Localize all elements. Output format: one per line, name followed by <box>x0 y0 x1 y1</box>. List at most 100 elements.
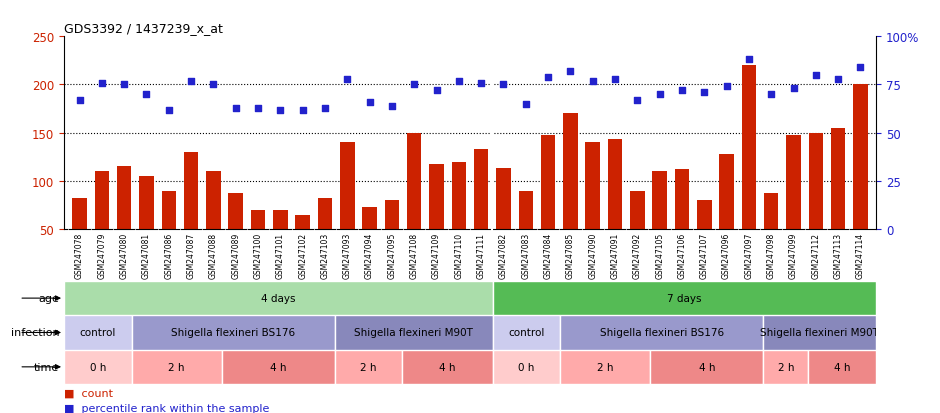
Bar <box>540 135 556 278</box>
Bar <box>228 193 243 278</box>
Point <box>742 57 757 64</box>
Bar <box>402 350 493 384</box>
Text: control: control <box>80 328 116 338</box>
Bar <box>184 153 198 278</box>
Text: GSM247101: GSM247101 <box>275 232 285 278</box>
Point <box>251 105 266 112</box>
Text: 2 h: 2 h <box>168 362 185 372</box>
Point <box>763 92 778 98</box>
Bar <box>72 199 86 278</box>
Text: 2 h: 2 h <box>360 362 377 372</box>
Bar <box>763 316 876 350</box>
Point <box>228 105 243 112</box>
Text: 4 h: 4 h <box>270 362 287 372</box>
Bar <box>652 172 666 278</box>
Bar <box>563 114 578 278</box>
Bar <box>206 172 221 278</box>
Text: GSM247095: GSM247095 <box>387 232 397 278</box>
Bar <box>64 281 493 316</box>
Point <box>451 78 466 85</box>
Text: Shigella flexineri BS176: Shigella flexineri BS176 <box>600 328 724 338</box>
Text: GSM247098: GSM247098 <box>767 232 776 278</box>
Bar <box>764 193 778 278</box>
Point <box>206 82 221 89</box>
Text: control: control <box>509 328 544 338</box>
Point <box>318 105 333 112</box>
Text: GSM247084: GSM247084 <box>543 232 553 278</box>
Bar <box>64 316 132 350</box>
Text: Shigella flexineri BS176: Shigella flexineri BS176 <box>171 328 295 338</box>
Point <box>786 86 801 93</box>
Bar <box>95 172 109 278</box>
Bar <box>560 316 763 350</box>
Bar <box>808 350 876 384</box>
Text: GSM247114: GSM247114 <box>856 232 865 278</box>
Bar <box>117 166 132 278</box>
Text: GSM247089: GSM247089 <box>231 232 241 278</box>
Text: GSM247110: GSM247110 <box>454 232 463 278</box>
Point <box>540 74 556 81</box>
Point <box>831 76 846 83</box>
Point <box>808 72 823 79</box>
Bar <box>742 66 756 278</box>
Bar <box>474 150 489 278</box>
Text: 2 h: 2 h <box>597 362 614 372</box>
Bar <box>697 201 712 278</box>
Text: GSM247082: GSM247082 <box>499 232 508 278</box>
Text: Shigella flexineri M90T: Shigella flexineri M90T <box>354 328 473 338</box>
Point <box>384 103 400 110</box>
Bar <box>493 281 876 316</box>
Text: GSM247100: GSM247100 <box>254 232 262 278</box>
Text: ■  percentile rank within the sample: ■ percentile rank within the sample <box>64 404 269 413</box>
Point <box>94 80 109 87</box>
Bar <box>139 177 154 278</box>
Text: 4 h: 4 h <box>698 362 715 372</box>
Bar <box>786 135 801 278</box>
Point <box>719 84 734 90</box>
Bar <box>251 210 265 278</box>
Point <box>496 82 511 89</box>
Point <box>518 101 533 108</box>
Text: GSM247080: GSM247080 <box>119 232 129 278</box>
Text: GSM247105: GSM247105 <box>655 232 665 278</box>
Text: GSM247102: GSM247102 <box>298 232 307 278</box>
Point <box>162 107 177 114</box>
Text: GSM247090: GSM247090 <box>588 232 597 278</box>
Text: time: time <box>34 362 59 372</box>
Text: GSM247096: GSM247096 <box>722 232 731 278</box>
Point <box>295 107 310 114</box>
Text: ■  count: ■ count <box>64 388 113 398</box>
Text: 4 h: 4 h <box>439 362 456 372</box>
Bar <box>340 143 354 278</box>
Bar <box>362 207 377 278</box>
Text: GSM247087: GSM247087 <box>187 232 196 278</box>
Point <box>139 92 154 98</box>
Text: GSM247103: GSM247103 <box>321 232 330 278</box>
Text: GSM247111: GSM247111 <box>477 232 486 278</box>
Bar <box>64 350 132 384</box>
Bar <box>650 350 763 384</box>
Bar <box>493 316 560 350</box>
Text: GSM247081: GSM247081 <box>142 232 151 278</box>
Bar <box>295 215 310 278</box>
Bar <box>430 164 444 278</box>
Text: GSM247092: GSM247092 <box>633 232 642 278</box>
Bar <box>719 154 734 278</box>
Text: GSM247099: GSM247099 <box>789 232 798 278</box>
Bar <box>384 201 400 278</box>
Text: GSM247108: GSM247108 <box>410 232 418 278</box>
Text: GSM247097: GSM247097 <box>744 232 753 278</box>
Text: 0 h: 0 h <box>89 362 106 372</box>
Text: GDS3392 / 1437239_x_at: GDS3392 / 1437239_x_at <box>64 21 223 35</box>
Point <box>429 88 444 94</box>
Bar <box>808 133 823 278</box>
Bar <box>608 140 622 278</box>
Point <box>183 78 198 85</box>
Text: infection: infection <box>10 328 59 338</box>
Bar <box>318 199 332 278</box>
Text: GSM247107: GSM247107 <box>699 232 709 278</box>
Point <box>474 80 489 87</box>
Bar <box>675 170 689 278</box>
Bar <box>407 133 421 278</box>
Point <box>117 82 132 89</box>
